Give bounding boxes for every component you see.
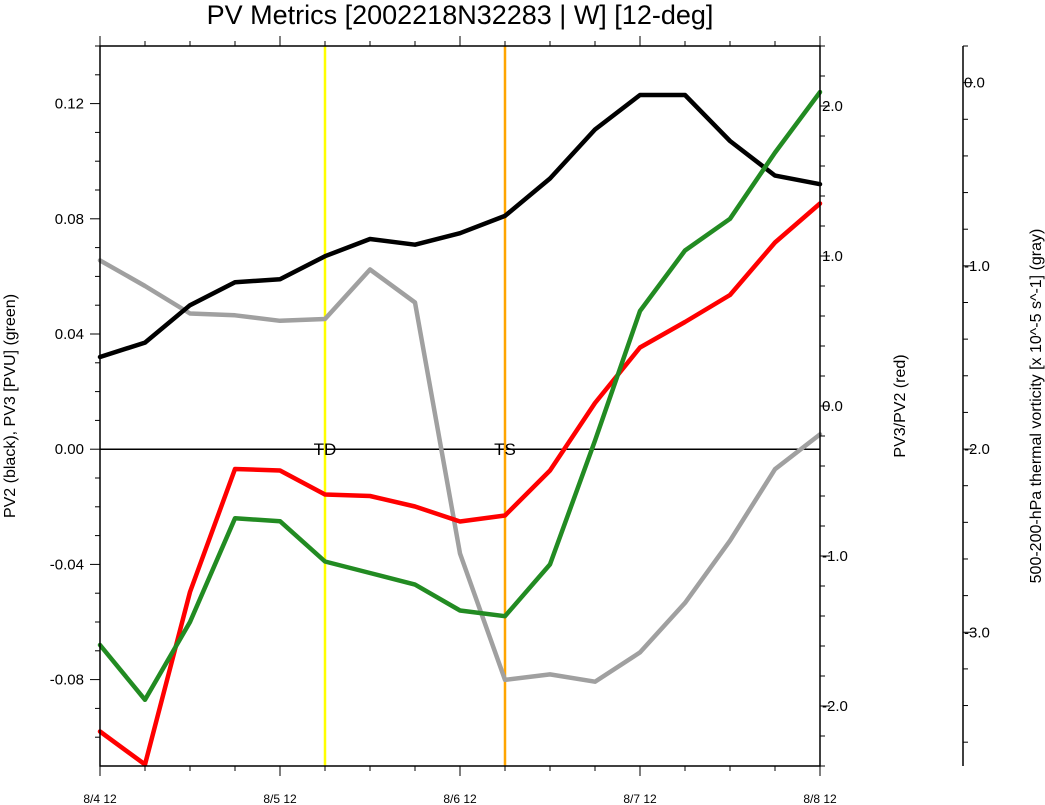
axes: 8/4 12 8/5 12 8/6 12 8/7 12 8/8 12 0.12 0.08 0.…	[50, 36, 990, 805]
far-right-y-tick-label: 0.0	[964, 75, 985, 92]
series-line-right-2	[97, 201, 823, 767]
plot-frame	[99, 45, 821, 767]
x-tick-label: 8/5 12	[263, 792, 297, 805]
right-y-tick-label: -2.0	[822, 698, 848, 715]
x-tick-label: 8/4 12	[83, 792, 117, 805]
left-y-tick-label: -0.04	[50, 556, 84, 573]
left-y-tick-label: 0.04	[55, 326, 84, 343]
far-right-y-tick-label: -2.0	[964, 441, 990, 458]
event-label-ts: TS	[494, 440, 516, 459]
far-right-axis-label: 500-200-hPa thermal vorticity [x 10^-5 s…	[1028, 229, 1045, 584]
left-y-tick-label: 0.00	[55, 441, 84, 458]
right-y-tick-label: 2.0	[822, 98, 843, 115]
far-right-y-tick-label: -1.0	[964, 258, 990, 275]
right-axis-label: PV3/PV2 (red)	[892, 354, 909, 457]
chart-title: PV Metrics [2002218N32283 | W] [12-deg]	[207, 0, 714, 30]
series-line-far_right-3	[97, 258, 823, 684]
event-label-td: TD	[314, 440, 337, 459]
series-line-left-0	[97, 92, 823, 360]
left-y-tick-label: -0.08	[50, 672, 84, 689]
left-y-tick-label: 0.08	[55, 211, 84, 228]
x-tick-label: 8/6 12	[443, 792, 477, 805]
plot-area: TD TS	[97, 46, 823, 767]
series-line-left-1	[97, 89, 823, 703]
x-tick-label: 8/8 12	[803, 792, 837, 805]
left-y-tick-label: 0.12	[55, 96, 84, 113]
right-y-tick-label: 0.0	[822, 398, 843, 415]
left-axis-label: PV2 (black), PV3 [PVU] (green)	[2, 294, 19, 518]
far-right-y-tick-label: -3.0	[964, 624, 990, 641]
x-tick-label: 8/7 12	[623, 792, 657, 805]
right-y-tick-label: -1.0	[822, 548, 848, 565]
right-y-tick-label: 1.0	[822, 248, 843, 265]
